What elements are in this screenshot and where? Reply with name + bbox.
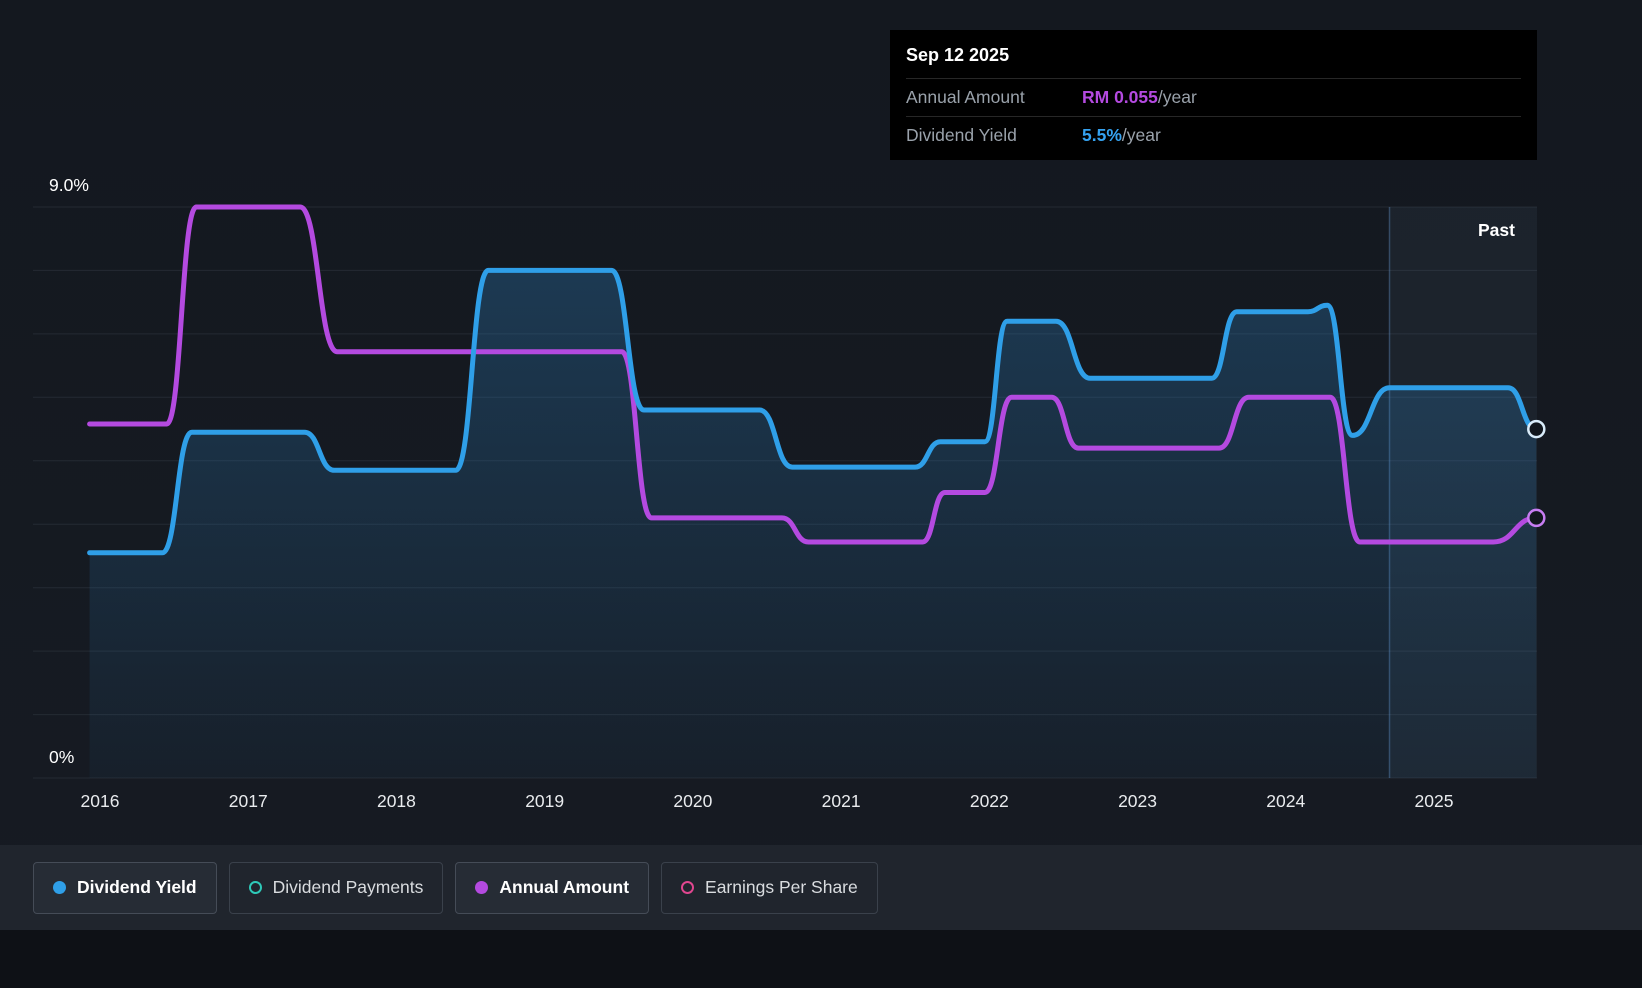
legend-label: Dividend Payments — [273, 877, 424, 898]
legend-label: Dividend Yield — [77, 877, 197, 898]
tooltip-rows: Annual AmountRM 0.055/yearDividend Yield… — [906, 78, 1521, 154]
series-endpoint-icon — [1528, 510, 1544, 526]
legend-annual-amount[interactable]: Annual Amount — [455, 862, 649, 914]
legend-label: Earnings Per Share — [705, 877, 858, 898]
tooltip-row: Annual AmountRM 0.055/year — [906, 78, 1521, 116]
tooltip-row: Dividend Yield5.5%/year — [906, 116, 1521, 154]
legend-pills: Dividend Yield Dividend Payments Annual Am… — [33, 862, 878, 914]
dividend-history-chart-page: 9.0% 0% Past 2016 2017 2018 2019 2020 2021 202… — [0, 0, 1642, 988]
legend-dot-outline-icon — [681, 881, 694, 894]
tooltip-row-suffix: /year — [1122, 125, 1161, 146]
x-tick-label: 2022 — [970, 791, 1009, 812]
x-tick-label: 2018 — [377, 791, 416, 812]
past-region-label: Past — [1478, 220, 1515, 241]
tooltip-row-value: 5.5% — [1082, 125, 1122, 146]
x-axis: 2016 2017 2018 2019 2020 2021 2022 2023 2024 2025 — [0, 791, 1642, 817]
tooltip-row-label: Annual Amount — [906, 87, 1082, 108]
series-area-dividend-yield — [90, 270, 1537, 778]
x-tick-label: 2025 — [1415, 791, 1454, 812]
legend-dot-filled-icon — [53, 881, 66, 894]
legend-dividend-payments[interactable]: Dividend Payments — [229, 862, 444, 914]
legend-dot-filled-icon — [475, 881, 488, 894]
x-tick-label: 2023 — [1118, 791, 1157, 812]
x-tick-label: 2021 — [822, 791, 861, 812]
bottom-strip — [0, 930, 1642, 988]
chart-tooltip: Sep 12 2025 Annual AmountRM 0.055/yearDi… — [890, 30, 1537, 160]
x-tick-label: 2016 — [81, 791, 120, 812]
legend-dividend-yield[interactable]: Dividend Yield — [33, 862, 217, 914]
series-endpoint-icon — [1528, 421, 1544, 437]
tooltip-row-label: Dividend Yield — [906, 125, 1082, 146]
x-tick-label: 2019 — [525, 791, 564, 812]
x-tick-label: 2017 — [229, 791, 268, 812]
legend-dot-outline-icon — [249, 881, 262, 894]
y-axis-min-label: 0% — [49, 747, 74, 768]
x-tick-label: 2024 — [1266, 791, 1305, 812]
legend-earnings-per-share[interactable]: Earnings Per Share — [661, 862, 878, 914]
tooltip-row-value: RM 0.055 — [1082, 87, 1158, 108]
legend-label: Annual Amount — [499, 877, 629, 898]
y-axis-max-label: 9.0% — [49, 175, 89, 196]
x-tick-label: 2020 — [673, 791, 712, 812]
tooltip-date: Sep 12 2025 — [906, 30, 1521, 78]
tooltip-row-suffix: /year — [1158, 87, 1197, 108]
legend-bar: Dividend Yield Dividend Payments Annual Am… — [0, 845, 1642, 930]
